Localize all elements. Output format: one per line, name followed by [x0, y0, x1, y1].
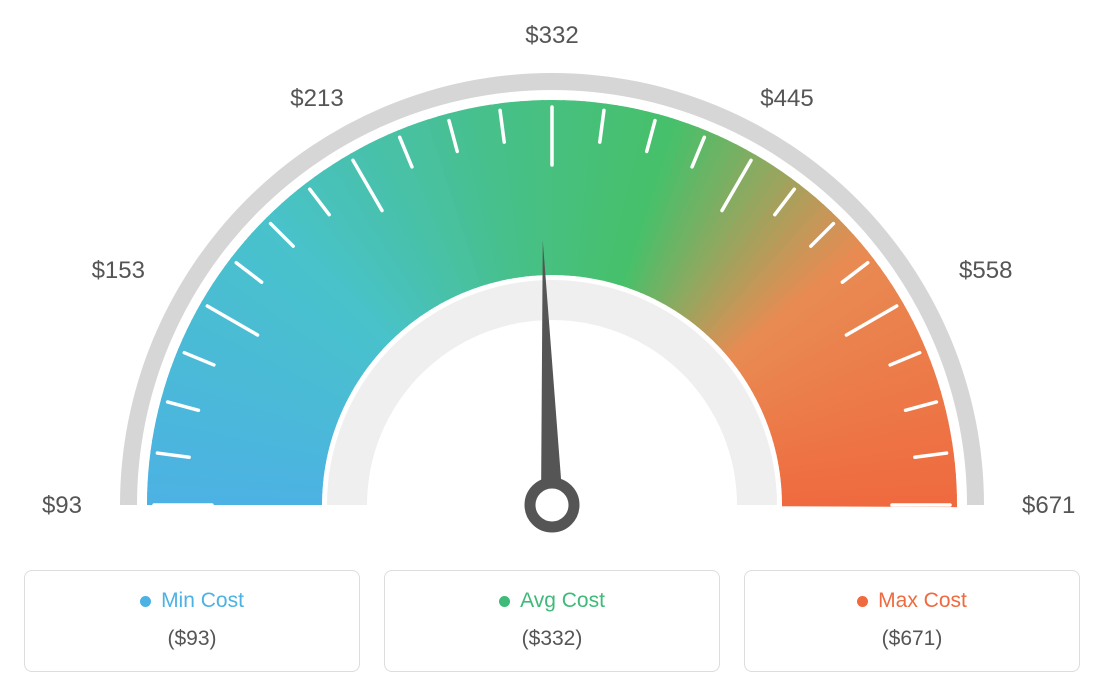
legend-label-avg: Avg Cost: [520, 589, 605, 613]
svg-text:$213: $213: [290, 85, 343, 112]
cost-gauge: $93 $153 $213 $332 $445 $558 $671: [0, 0, 1104, 560]
legend-title-avg: Avg Cost: [499, 589, 605, 613]
legend-value-min: ($93): [37, 627, 347, 651]
legend-title-min: Min Cost: [140, 589, 244, 613]
svg-text:$671: $671: [1022, 492, 1075, 519]
legend-card-min: Min Cost ($93): [24, 570, 360, 672]
legend-card-max: Max Cost ($671): [744, 570, 1080, 672]
legend-title-max: Max Cost: [857, 589, 967, 613]
legend-value-avg: ($332): [397, 627, 707, 651]
dot-max-icon: [857, 596, 868, 607]
legend-row: Min Cost ($93) Avg Cost ($332) Max Cost …: [0, 570, 1104, 672]
legend-card-avg: Avg Cost ($332): [384, 570, 720, 672]
dot-avg-icon: [499, 596, 510, 607]
svg-text:$558: $558: [959, 257, 1012, 284]
svg-text:$445: $445: [760, 85, 813, 112]
svg-text:$93: $93: [42, 492, 82, 519]
legend-label-min: Min Cost: [161, 589, 244, 613]
legend-label-max: Max Cost: [878, 589, 967, 613]
svg-text:$332: $332: [525, 22, 578, 49]
legend-value-max: ($671): [757, 627, 1067, 651]
svg-text:$153: $153: [92, 257, 145, 284]
dot-min-icon: [140, 596, 151, 607]
